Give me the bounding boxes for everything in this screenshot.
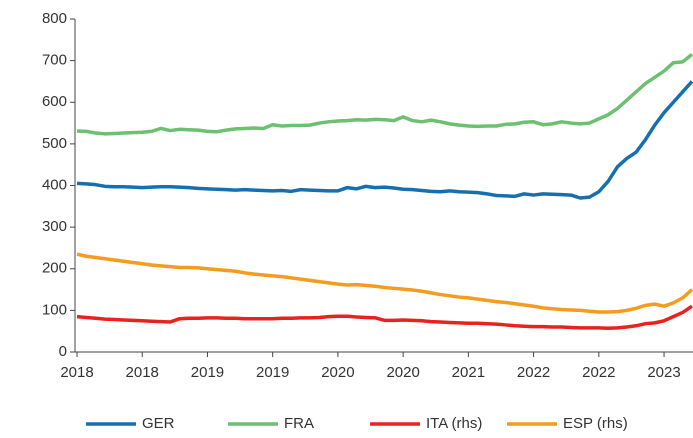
y-tick-label: 100	[42, 301, 67, 318]
line-series	[76, 252, 693, 314]
line-series	[76, 80, 693, 200]
legend-label: FRA	[284, 415, 314, 432]
x-tick-label: 2020	[321, 364, 354, 381]
x-tick-label: 2018	[126, 364, 159, 381]
x-tick-label: 2022	[517, 364, 550, 381]
legend-label: GER	[142, 415, 175, 432]
line-series	[76, 53, 693, 136]
y-tick-label: 500	[42, 135, 67, 152]
y-tick-label: 400	[42, 176, 67, 193]
x-tick-label: 2023	[647, 364, 680, 381]
y-tick-label: 0	[59, 343, 67, 360]
legend-label: ESP (rhs)	[563, 415, 628, 432]
x-tick-label: 2020	[386, 364, 419, 381]
x-tick-label: 2019	[256, 364, 289, 381]
y-tick-label: 300	[42, 218, 67, 235]
x-tick-label: 2019	[191, 364, 224, 381]
x-tick-label: 2021	[452, 364, 485, 381]
legend-label: ITA (rhs)	[426, 415, 482, 432]
y-tick-label: 600	[42, 93, 67, 110]
x-tick-label: 2018	[60, 364, 93, 381]
y-tick-label: 200	[42, 260, 67, 277]
x-tick-label: 2022	[582, 364, 615, 381]
y-tick-label: 800	[42, 10, 67, 27]
y-tick-label: 700	[42, 52, 67, 69]
line-series	[76, 304, 693, 331]
